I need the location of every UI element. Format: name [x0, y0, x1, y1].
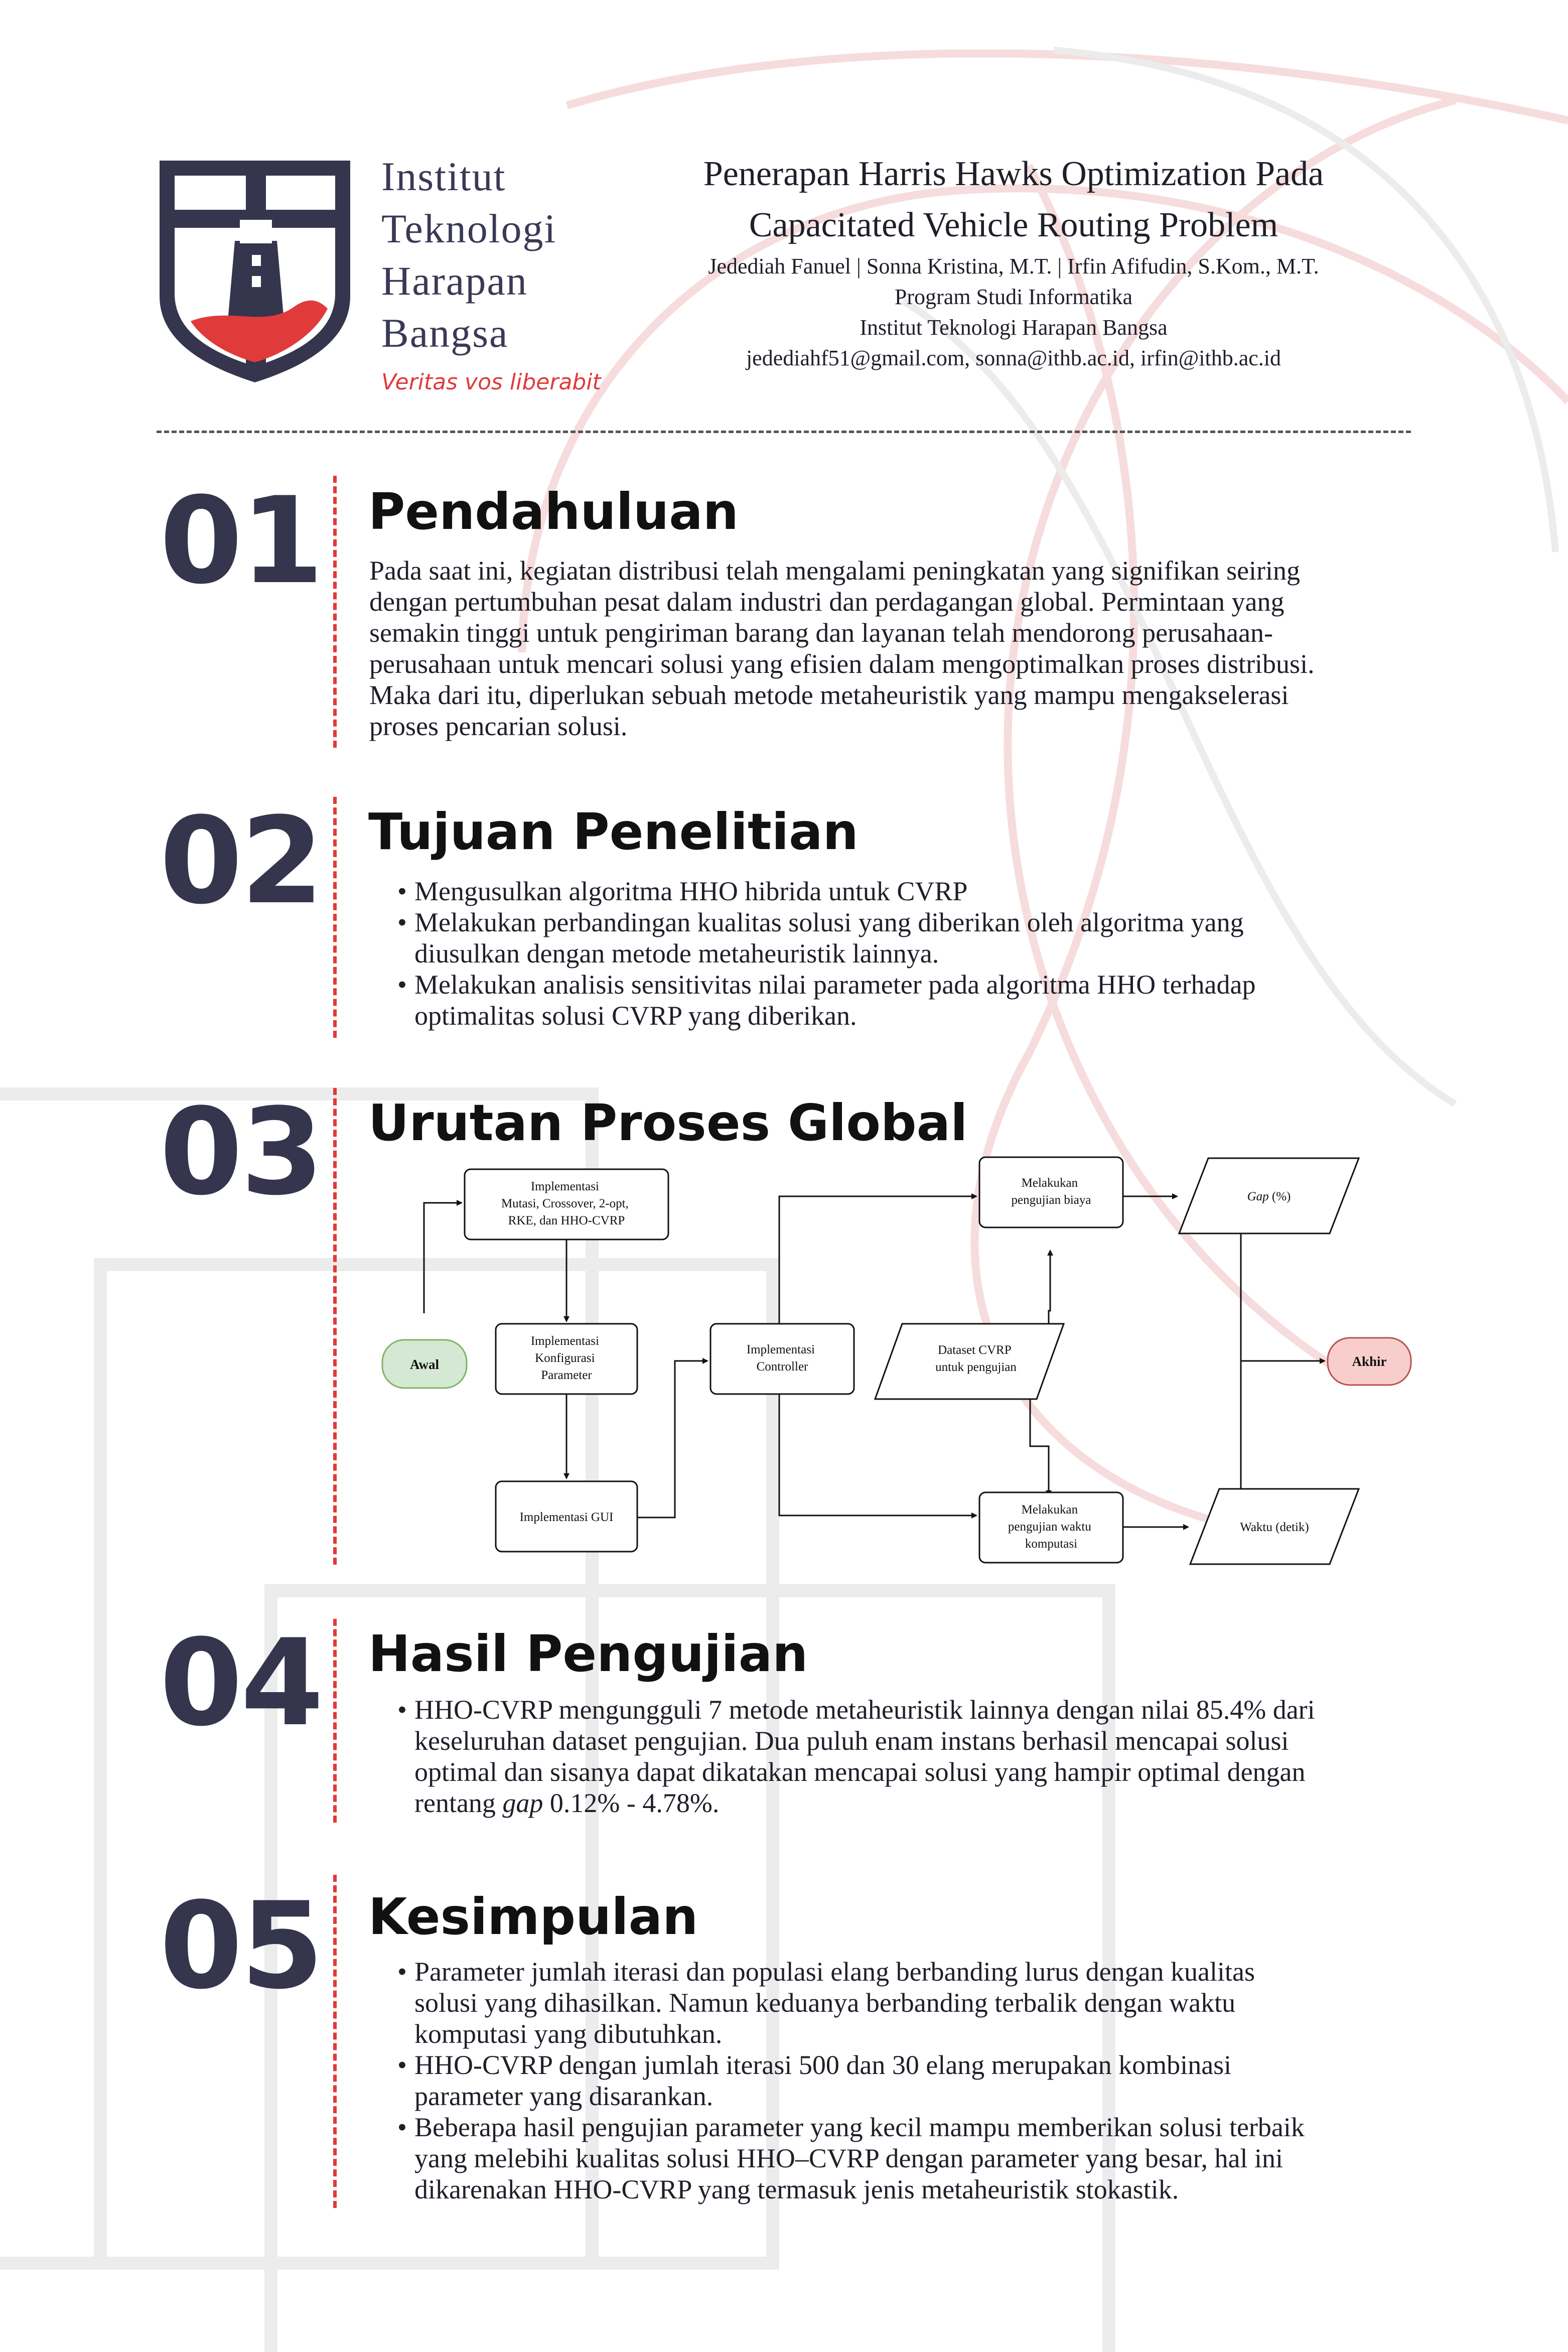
- section-divider: [333, 1619, 337, 1823]
- flow-test-time-label: Melakukan pengujian waktu komputasi: [1008, 1503, 1094, 1551]
- flow-impl-controller-node: [709, 1323, 855, 1395]
- list-item-line: Beberapa hasil pengujian parameter yang …: [414, 2112, 1305, 2142]
- list-item: HHO-CVRP dengan jumlah iterasi 500 dan 3…: [369, 2049, 1433, 2112]
- arrow-merge-to-end: [1240, 1233, 1325, 1489]
- poster-title-block: Penerapan Harris Hawks Optimization Pada…: [652, 149, 1375, 373]
- list-item-line: dikarenakan HHO-CVRP yang termasuk jenis…: [414, 2174, 1179, 2204]
- list-item: Parameter jumlah iterasi dan populasi el…: [369, 1956, 1433, 2049]
- flow-test-cost-node: [978, 1156, 1124, 1228]
- motto: Veritas vos liberabit: [381, 369, 601, 395]
- section-heading: Kesimpulan: [368, 1887, 698, 1946]
- flow-impl-gui-label: Implementasi GUI: [520, 1510, 614, 1524]
- paragraph-line: Pada saat ini, kegiatan distribusi telah…: [369, 556, 1301, 586]
- flow-impl-config-node: [495, 1323, 638, 1395]
- list-item-line: Melakukan analisis sensitivitas nilai pa…: [414, 970, 1256, 1000]
- arrow-gui-to-controller: [613, 1358, 708, 1518]
- section-heading: Urutan Proses Global: [368, 1093, 968, 1152]
- intro-paragraph: Pada saat ini, kegiatan distribusi telah…: [369, 555, 1433, 742]
- flow-end-node: [1327, 1337, 1412, 1386]
- arrow-controller-to-time: [778, 1378, 977, 1518]
- flow-waktu-label: Waktu (detik): [1240, 1520, 1309, 1534]
- section-heading: Tujuan Penelitian: [368, 802, 859, 861]
- list-item: HHO-CVRP mengungguli 7 metode metaheuris…: [369, 1694, 1433, 1819]
- paragraph-line: perusahaan untuk mencari solusi yang efi…: [369, 649, 1315, 679]
- list-item-line: HHO-CVRP dengan jumlah iterasi 500 dan 3…: [414, 2050, 1232, 2080]
- section-heading: Pendahuluan: [368, 482, 739, 541]
- institution-line: Bangsa: [381, 310, 509, 356]
- flow-test-cost-label: Melakukan pengujian biaya: [1012, 1176, 1091, 1207]
- institute-name: Institut Teknologi Harapan Bangsa: [860, 315, 1168, 340]
- flow-start-label: Awal: [410, 1357, 439, 1372]
- section-divider: [333, 1088, 337, 1565]
- flow-gap-node: [1178, 1157, 1360, 1234]
- list-item: Melakukan perbandingan kualitas solusi y…: [369, 907, 1433, 969]
- section-number: 03: [160, 1083, 324, 1222]
- list-item-line: solusi yang dihasilkan. Namun keduanya b…: [414, 1988, 1236, 2018]
- flow-test-time-node: [978, 1491, 1124, 1564]
- flow-impl-ops-node: [464, 1168, 669, 1240]
- section-number: 01: [160, 472, 324, 611]
- flow-impl-gui-node: [495, 1480, 638, 1553]
- results-list: HHO-CVRP mengungguli 7 metode metaheuris…: [369, 1694, 1433, 1819]
- process-flowchart: Awal Implementasi Mutasi, Crossover, 2-o…: [381, 1156, 1412, 1565]
- institution-line: Institut: [381, 154, 506, 199]
- flow-dataset-node: [874, 1323, 1065, 1400]
- flow-impl-controller-label: Implementasi Controller: [747, 1343, 818, 1373]
- section-divider: [333, 797, 337, 1038]
- paragraph-line: proses pencarian solusi.: [369, 711, 628, 741]
- list-item-line: yang melebihi kualitas solusi HHO–CVRP d…: [414, 2143, 1283, 2173]
- list-item-line: komputasi yang dibutuhkan.: [414, 2019, 723, 2049]
- list-item-line: keseluruhan dataset pengujian. Dua puluh…: [414, 1726, 1289, 1756]
- institution-line: Harapan: [381, 258, 528, 304]
- conclusion-list: Parameter jumlah iterasi dan populasi el…: [369, 1956, 1433, 2205]
- range-prefix: rentang: [414, 1788, 496, 1818]
- list-item-line: Parameter jumlah iterasi dan populasi el…: [414, 1957, 1255, 1987]
- arrow-controller-to-cost: [778, 1193, 977, 1348]
- list-item-line: Melakukan perbandingan kualitas solusi y…: [414, 907, 1244, 937]
- list-item-line: rentang gap 0.12% - 4.78%.: [414, 1787, 1433, 1819]
- institute-logo: [160, 161, 350, 382]
- flow-impl-ops-label: Implementasi Mutasi, Crossover, 2-opt, R…: [501, 1180, 632, 1227]
- flow-start-node: [381, 1339, 468, 1389]
- poster-title-line: Penerapan Harris Hawks Optimization Pada: [703, 155, 1324, 193]
- arrow-start-to-ops: [423, 1200, 463, 1313]
- institution-name: Institut Teknologi Harapan Bangsa Verita…: [381, 151, 642, 395]
- list-item: Melakukan analisis sensitivitas nilai pa…: [369, 969, 1433, 1031]
- list-item-line: optimal dan sisanya dapat dikatakan menc…: [414, 1757, 1306, 1787]
- section-divider: [333, 476, 337, 748]
- section-heading: Hasil Pengujian: [368, 1624, 808, 1683]
- list-item-line: optimalitas solusi CVRP yang diberikan.: [414, 1001, 857, 1031]
- section-number: 04: [160, 1614, 324, 1753]
- author-emails: jedediahf51@gmail.com, sonna@ithb.ac.id,…: [746, 346, 1281, 370]
- list-item: Beberapa hasil pengujian parameter yang …: [369, 2112, 1433, 2205]
- study-program: Program Studi Informatika: [894, 285, 1133, 309]
- paragraph-line: dengan pertumbuhan pesat dalam industri …: [369, 587, 1285, 617]
- poster-title-line: Capacitated Vehicle Routing Problem: [749, 206, 1278, 244]
- institution-line: Teknologi: [381, 206, 557, 251]
- authors: Jedediah Fanuel | Sonna Kristina, M.T. |…: [708, 254, 1319, 279]
- list-item-line: diusulkan dengan metode metaheuristik la…: [414, 938, 939, 969]
- flow-waktu-node: [1189, 1488, 1360, 1565]
- list-item-line: parameter yang disarankan.: [414, 2081, 714, 2111]
- flow-gap-label: Gap (%): [1247, 1190, 1291, 1203]
- section-number: 05: [160, 1877, 324, 2016]
- paragraph-line: Maka dari itu, diperlukan sebuah metode …: [369, 680, 1289, 710]
- list-item: Mengusulkan algoritma HHO hibrida untuk …: [369, 876, 1433, 907]
- list-item-line: HHO-CVRP mengungguli 7 metode metaheuris…: [414, 1695, 1315, 1725]
- list-item-line: Mengusulkan algoritma HHO hibrida untuk …: [414, 876, 968, 906]
- flow-impl-config-label: Implementasi Konfigurasi Parameter: [531, 1334, 602, 1382]
- flow-end-label: Akhir: [1352, 1354, 1386, 1369]
- gap-range: 0.12% - 4.78%.: [549, 1788, 720, 1818]
- section-divider: [333, 1875, 337, 2208]
- flow-dataset-label: Dataset CVRP untuk pengujian: [935, 1343, 1017, 1374]
- arrow-dataset-to-time: [1029, 1399, 1052, 1496]
- objectives-list: Mengusulkan algoritma HHO hibrida untuk …: [369, 876, 1433, 1031]
- section-number: 02: [160, 792, 324, 931]
- gap-word: gap: [502, 1788, 543, 1818]
- header-divider: [157, 431, 1411, 433]
- paragraph-line: semakin tinggi untuk pengiriman barang d…: [369, 618, 1273, 648]
